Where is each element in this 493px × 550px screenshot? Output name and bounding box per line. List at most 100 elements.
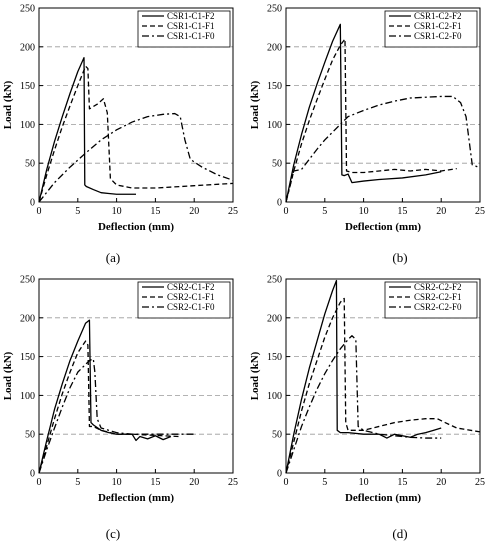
y-tick-label-a-3: 150 — [20, 81, 35, 92]
series-line-c-1 — [38, 340, 179, 474]
y-tick-label-a-5: 250 — [20, 4, 35, 15]
legend-entry-d-0: CSR2-C2-F2 — [414, 282, 462, 292]
x-tick-label-c-0: 0 — [37, 477, 42, 488]
legend-entry-b-1: CSR1-C2-F1 — [414, 21, 462, 31]
legend-entry-a-2: CSR1-C1-F0 — [167, 31, 215, 41]
series-line-b-2 — [285, 95, 481, 203]
y-tick-label-b-3: 150 — [267, 81, 282, 92]
y-axis-label-a: Load (kN) — [2, 80, 14, 129]
legend-entry-c-0: CSR2-C1-F2 — [167, 282, 215, 292]
x-tick-label-a-1: 5 — [75, 206, 80, 217]
y-tick-label-d-3: 150 — [267, 352, 282, 363]
x-tick-label-d-0: 0 — [284, 477, 289, 488]
plot-frame-d — [285, 278, 481, 474]
x-tick-label-b-1: 5 — [322, 206, 327, 217]
x-axis-label-d: Deflection (mm) — [345, 492, 421, 504]
x-axis-label-a: Deflection (mm) — [98, 221, 174, 233]
y-tick-label-a-4: 200 — [20, 42, 35, 53]
legend-entry-b-0: CSR1-C2-F2 — [414, 11, 462, 21]
x-tick-label-d-2: 10 — [359, 477, 369, 488]
caption-d: (d) — [392, 526, 407, 541]
x-tick-label-b-4: 20 — [436, 206, 446, 217]
legend-box-a — [137, 10, 231, 48]
legend-entry-c-2: CSR2-C1-F0 — [167, 302, 215, 312]
caption-a: (a) — [106, 250, 120, 265]
y-tick-label-b-0: 0 — [277, 198, 282, 209]
x-tick-label-a-3: 15 — [150, 206, 160, 217]
x-tick-label-d-4: 20 — [436, 477, 446, 488]
caption-b: (b) — [392, 250, 407, 265]
series-line-b-0 — [285, 23, 442, 203]
legend-entry-a-1: CSR1-C1-F1 — [167, 21, 215, 31]
y-tick-label-c-1: 50 — [25, 430, 35, 441]
x-tick-label-d-3: 15 — [397, 477, 407, 488]
legend-entry-d-2: CSR2-C2-F0 — [414, 302, 462, 312]
x-tick-label-d-5: 25 — [475, 477, 485, 488]
series-line-b-1 — [285, 38, 457, 203]
y-tick-label-b-2: 100 — [267, 120, 282, 131]
series-line-a-1 — [38, 65, 234, 203]
series-line-c-2 — [38, 358, 195, 474]
y-tick-label-a-2: 100 — [20, 120, 35, 131]
x-tick-label-a-0: 0 — [37, 206, 42, 217]
caption-c: (c) — [106, 526, 120, 541]
y-tick-label-c-4: 200 — [20, 313, 35, 324]
y-tick-label-d-0: 0 — [277, 469, 282, 480]
x-tick-label-a-2: 10 — [112, 206, 122, 217]
y-tick-label-a-0: 0 — [30, 198, 35, 209]
y-tick-label-c-2: 100 — [20, 391, 35, 402]
y-axis-label-c: Load (kN) — [2, 351, 14, 400]
x-tick-label-b-2: 10 — [359, 206, 369, 217]
x-tick-label-a-4: 20 — [189, 206, 199, 217]
legend-entry-d-1: CSR2-C2-F1 — [414, 292, 462, 302]
legend-entry-a-0: CSR1-C1-F2 — [167, 11, 215, 21]
y-tick-label-b-5: 250 — [267, 4, 282, 15]
series-line-a-0 — [38, 57, 136, 203]
x-tick-label-a-5: 25 — [228, 206, 238, 217]
legend-box-b — [384, 10, 478, 48]
plot-frame-c — [38, 278, 234, 474]
x-tick-label-b-3: 15 — [397, 206, 407, 217]
series-line-d-1 — [285, 297, 481, 474]
y-tick-label-d-1: 50 — [272, 430, 282, 441]
x-tick-label-b-0: 0 — [284, 206, 289, 217]
y-tick-label-a-1: 50 — [25, 159, 35, 170]
x-tick-label-c-2: 10 — [112, 477, 122, 488]
x-tick-label-c-4: 20 — [189, 477, 199, 488]
x-axis-label-c: Deflection (mm) — [98, 492, 174, 504]
y-axis-label-b: Load (kN) — [249, 80, 261, 129]
y-tick-label-b-1: 50 — [272, 159, 282, 170]
x-tick-label-c-3: 15 — [150, 477, 160, 488]
y-tick-label-c-5: 250 — [20, 275, 35, 286]
x-axis-label-b: Deflection (mm) — [345, 221, 421, 233]
y-tick-label-d-4: 200 — [267, 313, 282, 324]
plot-frame-b — [285, 7, 481, 203]
legend-entry-c-1: CSR2-C1-F1 — [167, 292, 215, 302]
x-tick-label-c-5: 25 — [228, 477, 238, 488]
y-tick-label-b-4: 200 — [267, 42, 282, 53]
x-tick-label-d-1: 5 — [322, 477, 327, 488]
series-line-a-2 — [38, 112, 234, 203]
legend-box-d — [384, 281, 478, 319]
y-tick-label-c-0: 0 — [30, 469, 35, 480]
plot-frame-a — [38, 7, 234, 203]
y-tick-label-c-3: 150 — [20, 352, 35, 363]
legend-entry-b-2: CSR1-C2-F0 — [414, 31, 462, 41]
x-tick-label-b-5: 25 — [475, 206, 485, 217]
y-tick-label-d-5: 250 — [267, 275, 282, 286]
y-axis-label-d: Load (kN) — [249, 351, 261, 400]
series-line-d-2 — [285, 335, 442, 474]
